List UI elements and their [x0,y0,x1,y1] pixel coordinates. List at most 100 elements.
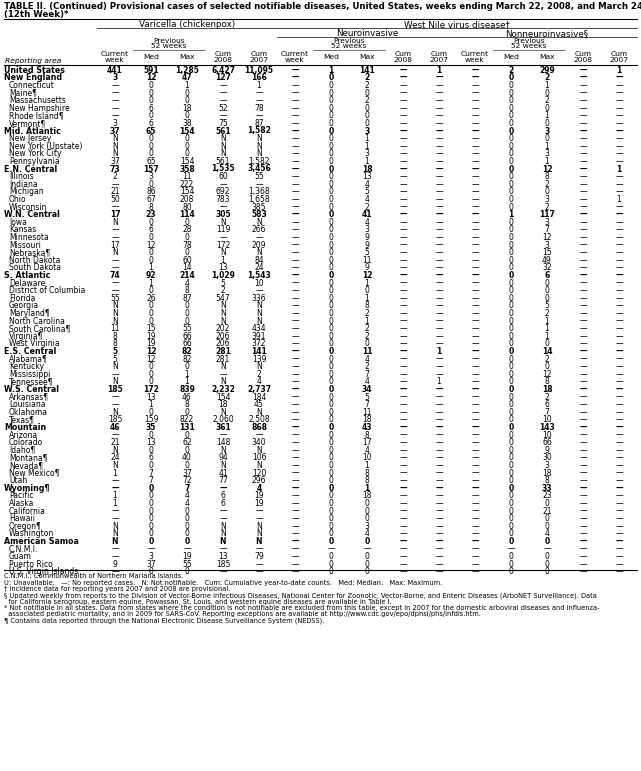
Text: —: — [615,134,623,143]
Text: —: — [615,438,623,447]
Text: 2007: 2007 [610,57,628,63]
Text: Cum: Cum [251,52,267,58]
Text: —: — [219,544,227,554]
Text: 0: 0 [329,446,333,455]
Text: 0: 0 [545,89,549,97]
Text: —: — [435,392,443,402]
Text: 0: 0 [149,89,153,97]
Text: —: — [291,271,299,280]
Text: 0: 0 [149,507,153,516]
Text: 208: 208 [180,195,194,204]
Text: —: — [615,507,623,516]
Text: 0: 0 [329,476,333,485]
Text: 0: 0 [329,203,333,211]
Text: —: — [471,96,479,105]
Text: —: — [291,150,299,158]
Text: 2,508: 2,508 [248,416,270,424]
Text: 0: 0 [508,73,513,82]
Text: N: N [220,301,226,310]
Text: —: — [219,180,227,189]
Text: 0: 0 [329,225,333,234]
Text: 8: 8 [365,301,369,310]
Text: 166: 166 [251,73,267,82]
Text: 0: 0 [508,126,513,136]
Text: 2: 2 [365,309,369,318]
Text: N: N [256,522,262,530]
Text: 299: 299 [539,66,555,75]
Text: —: — [579,187,587,197]
Text: 0: 0 [185,507,190,516]
Text: 1: 1 [185,370,189,379]
Text: N: N [256,408,262,416]
Text: 13: 13 [146,438,156,447]
Text: 0: 0 [545,560,549,569]
Text: 28: 28 [182,225,192,234]
Text: —: — [471,180,479,189]
Text: —: — [579,370,587,379]
Text: —: — [579,256,587,264]
Text: —: — [363,544,370,554]
Text: N: N [256,248,262,257]
Text: Wyoming¶: Wyoming¶ [4,483,51,493]
Text: —: — [399,514,407,523]
Text: —: — [471,119,479,128]
Text: 3: 3 [545,150,549,158]
Text: 7: 7 [365,370,369,379]
Text: 0: 0 [185,134,190,143]
Text: —: — [291,104,299,113]
Text: 3,456: 3,456 [247,164,271,173]
Text: —: — [435,286,443,295]
Text: —: — [579,104,587,113]
Text: —: — [291,552,299,561]
Text: 4: 4 [185,491,190,500]
Text: —: — [579,446,587,455]
Text: 0: 0 [508,370,513,379]
Text: —: — [435,438,443,447]
Text: —: — [399,476,407,485]
Text: —: — [579,317,587,325]
Text: —: — [471,271,479,280]
Text: N: N [112,142,118,150]
Text: 0: 0 [545,104,549,113]
Text: 87: 87 [182,294,192,303]
Text: —: — [291,461,299,470]
Text: 547: 547 [215,294,230,303]
Text: 0: 0 [329,499,333,508]
Text: —: — [327,544,335,554]
Text: 9: 9 [365,264,369,272]
Text: —: — [471,544,479,554]
Text: 0: 0 [545,119,549,128]
Text: 3: 3 [545,241,549,250]
Text: —: — [435,408,443,416]
Text: Montana¶: Montana¶ [9,453,47,463]
Text: 441: 441 [107,66,123,75]
Text: 11,095: 11,095 [244,66,274,75]
Text: N: N [112,362,118,371]
Text: —: — [291,544,299,554]
Text: —: — [615,385,623,394]
Text: 6,427: 6,427 [211,66,235,75]
Text: Connecticut: Connecticut [9,81,55,90]
Text: 4: 4 [256,377,262,386]
Text: 1: 1 [545,111,549,120]
Text: United States: United States [4,66,65,75]
Text: 0: 0 [149,134,153,143]
Text: —: — [255,507,263,516]
Text: 2007: 2007 [429,57,449,63]
Text: —: — [615,544,623,554]
Text: 0: 0 [329,264,333,272]
Text: —: — [111,514,119,523]
Text: —: — [579,126,587,136]
Text: 10: 10 [254,278,264,288]
Text: —: — [579,552,587,561]
Text: —: — [435,264,443,272]
Text: —: — [399,530,407,538]
Text: 52 weeks: 52 weeks [512,43,547,49]
Text: N: N [112,134,118,143]
Text: 0: 0 [508,522,513,530]
Text: —: — [435,164,443,173]
Text: —: — [435,271,443,280]
Text: —: — [471,89,479,97]
Text: 13: 13 [146,392,156,402]
Text: —: — [435,73,443,82]
